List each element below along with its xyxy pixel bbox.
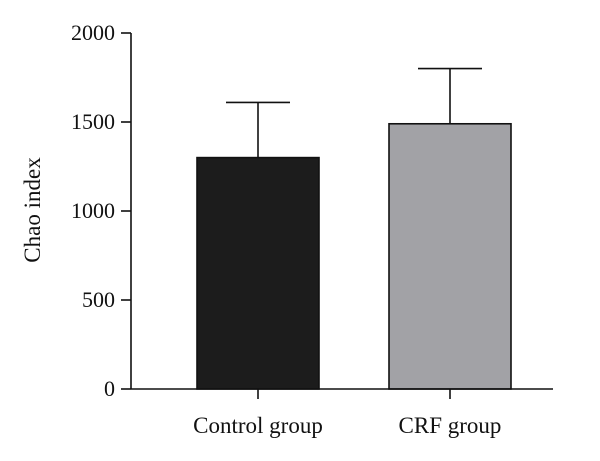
y-ticks: 0 500 1000 1500 2000 (71, 20, 131, 401)
y-tick-label-4: 2000 (71, 20, 115, 45)
y-tick-label-2: 1000 (71, 198, 115, 223)
y-axis-label: Chao index (20, 157, 45, 263)
y-tick-label-3: 1500 (71, 109, 115, 134)
x-category-label-0: Control group (193, 413, 323, 438)
x-category-label-1: CRF group (399, 413, 502, 438)
y-tick-label-1: 500 (82, 287, 115, 312)
bar-1 (388, 122, 512, 390)
error-bars-layer (226, 67, 482, 158)
bar-0 (196, 156, 320, 390)
y-tick-label-0: 0 (104, 376, 115, 401)
x-ticks: Control group CRF group (193, 389, 501, 438)
bars-layer (196, 122, 512, 390)
